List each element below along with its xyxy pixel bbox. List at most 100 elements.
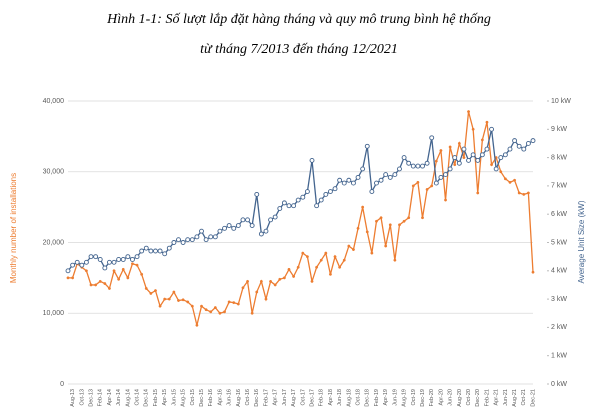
point bbox=[434, 159, 438, 163]
point bbox=[392, 172, 398, 178]
y2-tick-label: 2 kW bbox=[551, 324, 567, 331]
point bbox=[305, 255, 309, 259]
point bbox=[356, 226, 360, 230]
x-tick-label: Jun-17 bbox=[282, 389, 288, 406]
point bbox=[526, 191, 530, 195]
point bbox=[240, 217, 246, 223]
chart-title: Hình 1-1: Số lượt lắp đặt hàng tháng và … bbox=[106, 12, 491, 27]
point bbox=[309, 157, 315, 163]
point bbox=[318, 197, 324, 203]
point bbox=[84, 269, 88, 273]
point bbox=[180, 240, 186, 245]
point bbox=[315, 265, 319, 269]
x-tick-label: Oct-18 bbox=[356, 389, 362, 406]
point bbox=[443, 172, 448, 178]
point bbox=[157, 248, 163, 254]
point bbox=[209, 310, 213, 314]
x-tick-label: Jun-19 bbox=[392, 389, 398, 406]
point bbox=[273, 283, 277, 287]
point bbox=[430, 184, 434, 188]
point bbox=[223, 310, 226, 314]
point bbox=[402, 219, 406, 223]
point bbox=[204, 308, 208, 312]
point bbox=[111, 259, 117, 265]
point bbox=[378, 177, 384, 183]
point bbox=[351, 248, 355, 252]
point bbox=[268, 217, 274, 223]
point bbox=[103, 282, 107, 285]
x-tick-label: Oct-13 bbox=[79, 389, 85, 406]
point bbox=[89, 283, 93, 287]
x-tick-label: Aug-17 bbox=[291, 389, 297, 407]
point bbox=[407, 216, 411, 220]
point bbox=[287, 267, 291, 271]
point bbox=[365, 230, 369, 234]
point bbox=[296, 265, 300, 269]
y2-tick-label: 4 kW bbox=[551, 268, 567, 275]
point bbox=[467, 110, 470, 114]
point bbox=[341, 180, 347, 186]
point bbox=[106, 259, 112, 265]
x-tick-label: Jun-18 bbox=[337, 389, 343, 406]
x-tick-label: Dec-21 bbox=[530, 389, 536, 407]
point bbox=[264, 297, 268, 301]
point bbox=[94, 283, 98, 287]
point bbox=[374, 180, 379, 186]
point bbox=[369, 189, 375, 195]
x-tick-label: Aug-15 bbox=[181, 389, 187, 407]
y2-tick-label: 6 kW bbox=[551, 211, 567, 218]
point bbox=[304, 189, 310, 195]
point bbox=[98, 279, 102, 283]
point bbox=[154, 289, 157, 293]
point bbox=[102, 265, 108, 271]
x-tick-label: Oct-19 bbox=[411, 389, 417, 406]
point bbox=[471, 127, 475, 131]
point bbox=[327, 189, 333, 195]
point bbox=[355, 174, 361, 180]
point bbox=[107, 287, 111, 290]
x-tick-label: Aug-13 bbox=[70, 389, 76, 407]
point bbox=[480, 138, 484, 142]
point bbox=[250, 311, 254, 315]
point bbox=[134, 254, 140, 260]
x-tick-label: Dec-16 bbox=[254, 389, 260, 407]
point bbox=[415, 163, 421, 169]
y2-tick-label: 5 kW bbox=[551, 239, 567, 246]
point bbox=[456, 160, 462, 166]
point bbox=[131, 262, 134, 266]
point bbox=[241, 286, 245, 290]
point bbox=[301, 251, 305, 255]
point bbox=[203, 237, 209, 243]
point bbox=[499, 170, 503, 174]
x-tick-label: Oct-15 bbox=[190, 389, 196, 406]
point bbox=[149, 291, 153, 295]
point bbox=[513, 178, 517, 182]
point bbox=[218, 311, 222, 315]
x-tick-label: Apr-16 bbox=[217, 389, 223, 406]
point bbox=[517, 191, 521, 195]
point bbox=[236, 302, 240, 306]
point bbox=[310, 279, 314, 283]
point bbox=[498, 155, 504, 161]
point bbox=[235, 223, 241, 228]
chart-subtitle: từ tháng 7/2013 đến tháng 12/2021 bbox=[200, 42, 398, 57]
x-tick-label: Aug-20 bbox=[457, 389, 463, 407]
x-tick-label: Dec-19 bbox=[420, 389, 426, 407]
point bbox=[522, 192, 526, 196]
point bbox=[181, 298, 185, 302]
point bbox=[393, 258, 397, 262]
x-tick-label: Dec-17 bbox=[309, 389, 315, 407]
point bbox=[126, 276, 130, 280]
y2-tick-label: 1 kW bbox=[551, 353, 567, 360]
point bbox=[163, 297, 167, 301]
point bbox=[453, 163, 457, 167]
point bbox=[383, 172, 389, 178]
point bbox=[277, 206, 283, 211]
point bbox=[117, 277, 121, 281]
point bbox=[485, 120, 489, 124]
point bbox=[324, 251, 328, 255]
point bbox=[286, 203, 292, 209]
point bbox=[332, 186, 338, 192]
point bbox=[461, 146, 467, 152]
